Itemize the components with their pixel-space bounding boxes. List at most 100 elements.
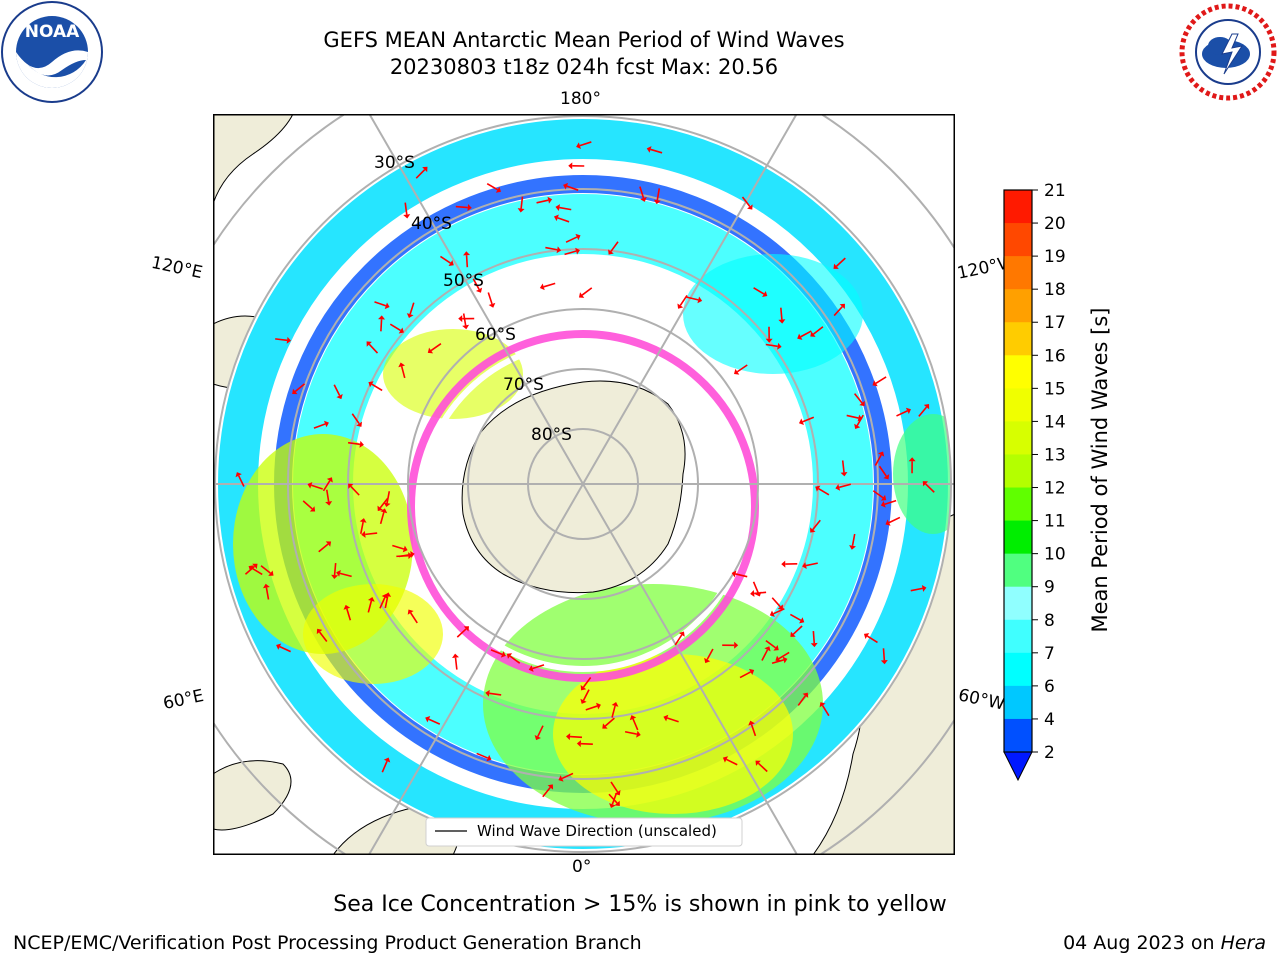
wave-vector bbox=[580, 677, 592, 691]
wave-vector bbox=[578, 287, 593, 298]
colorbar-tick-label: 2 bbox=[1044, 743, 1055, 763]
colorbar-tick-label: 6 bbox=[1044, 677, 1055, 697]
colorbar-tick-label: 11 bbox=[1044, 512, 1066, 532]
wave-vector bbox=[275, 336, 292, 344]
colorbar-tick-label: 21 bbox=[1044, 181, 1066, 201]
wave-vector bbox=[833, 303, 845, 317]
colorbar-tick-label: 13 bbox=[1044, 445, 1066, 465]
wave-vector bbox=[359, 518, 367, 534]
wave-vector bbox=[781, 560, 798, 568]
wave-vector bbox=[486, 183, 502, 193]
wave-vector bbox=[704, 648, 714, 664]
wave-vector bbox=[456, 626, 470, 638]
wave-vector bbox=[485, 689, 502, 697]
wave-vector bbox=[463, 251, 471, 268]
colorbar-swatch bbox=[1004, 619, 1032, 654]
colorbar-tick-label: 20 bbox=[1044, 214, 1066, 234]
wave-vector bbox=[815, 485, 830, 496]
lon-label-180: 180° bbox=[560, 89, 601, 109]
colorbar-ticks: 21 20 19 18 17 16 15 14 13 12 11 10 9 8 7 6 4 2 bbox=[1032, 181, 1066, 763]
wave-vector bbox=[378, 315, 386, 332]
colorbar-under-arrow bbox=[1003, 751, 1033, 782]
wave-vector bbox=[910, 584, 927, 592]
wave-vector bbox=[765, 639, 779, 651]
wave-vector bbox=[602, 717, 615, 729]
colorbar-tick-label: 7 bbox=[1044, 644, 1055, 664]
wave-vector bbox=[398, 551, 415, 558]
wave-vector bbox=[896, 407, 911, 417]
wave-vector bbox=[235, 472, 245, 487]
colorbar-swatch bbox=[1004, 685, 1032, 720]
wave-vector bbox=[415, 166, 428, 179]
wave-vector bbox=[553, 214, 570, 223]
wave-vector bbox=[835, 483, 852, 491]
lat-label-40S: 40°S bbox=[411, 214, 452, 234]
wave-vector bbox=[316, 628, 328, 643]
lon-label-120e: 120°E bbox=[149, 252, 205, 284]
wave-vector bbox=[802, 562, 818, 570]
polar-map: Wind Wave Direction (unscaled) 30°S 40°S… bbox=[213, 114, 955, 855]
wave-vector bbox=[476, 752, 492, 762]
nws-logo bbox=[1176, 0, 1280, 104]
wave-vector bbox=[874, 451, 885, 466]
wave-vector bbox=[653, 188, 661, 205]
colorbar-swatch bbox=[1004, 223, 1032, 257]
wave-vector bbox=[833, 257, 846, 269]
wave-vector bbox=[403, 202, 411, 219]
wave-vector bbox=[639, 186, 647, 202]
lat-label-30S: 30°S bbox=[374, 153, 415, 173]
wave-vector bbox=[333, 384, 343, 400]
lon-label-0: 0° bbox=[572, 857, 592, 877]
wave-vector bbox=[536, 196, 553, 204]
wave-vector bbox=[739, 668, 755, 679]
colorbar-tick-label: 18 bbox=[1044, 280, 1066, 300]
colorbar-tick-label: 10 bbox=[1044, 545, 1066, 565]
wave-vector bbox=[677, 295, 688, 309]
wave-vector bbox=[528, 664, 545, 672]
wave-vector bbox=[383, 491, 391, 508]
chart-subtitle: 20230803 t18z 024h fcst Max: 20.56 bbox=[389, 55, 779, 79]
wave-vector bbox=[392, 544, 408, 553]
wave-vector bbox=[608, 793, 620, 807]
wave-vector bbox=[741, 196, 753, 210]
colorbar-swatch bbox=[1004, 718, 1032, 753]
wave-vector bbox=[775, 651, 790, 662]
wave-vector bbox=[908, 457, 916, 474]
noaa-logo: NOAA bbox=[0, 0, 104, 104]
wave-vector bbox=[276, 643, 291, 653]
wave-vector bbox=[566, 733, 583, 741]
wave-vector bbox=[406, 302, 415, 318]
wave-vector bbox=[765, 326, 773, 343]
colorbar-tick-label: 4 bbox=[1044, 710, 1055, 730]
wave-vector bbox=[325, 489, 333, 506]
wave-vector bbox=[377, 497, 389, 511]
wave-vector bbox=[761, 646, 771, 661]
latitude-labels: 30°S 40°S 50°S 60°S 70°S 80°S bbox=[374, 153, 572, 445]
wave-vector bbox=[810, 631, 818, 648]
wave-vector bbox=[558, 772, 574, 782]
colorbar-label: Mean Period of Wind Waves [s] bbox=[1088, 308, 1112, 633]
wave-vector bbox=[778, 307, 786, 324]
wave-vector bbox=[506, 653, 521, 664]
colorbar-tick-label: 12 bbox=[1044, 479, 1066, 499]
colorbar-swatch bbox=[1004, 289, 1032, 323]
wave-vector bbox=[686, 296, 703, 304]
wave-vector bbox=[260, 565, 274, 576]
footer-credit: NCEP/EMC/Verification Post Processing Pr… bbox=[13, 932, 642, 954]
wave-vector bbox=[462, 313, 470, 330]
wave-vector bbox=[674, 631, 685, 646]
wave-vector bbox=[849, 533, 856, 550]
wave-vector bbox=[563, 182, 579, 191]
footer-host: Hera bbox=[1220, 932, 1266, 954]
wave-vector bbox=[379, 593, 389, 609]
wave-vector bbox=[452, 653, 460, 670]
vector-legend-label: Wind Wave Direction (unscaled) bbox=[477, 822, 717, 840]
vector-legend: Wind Wave Direction (unscaled) bbox=[425, 817, 743, 847]
wave-direction-vectors bbox=[235, 141, 935, 809]
wave-vector bbox=[347, 440, 364, 448]
wave-vector bbox=[576, 740, 593, 748]
wave-vector bbox=[731, 570, 748, 578]
colorbar-swatch bbox=[1004, 520, 1032, 555]
wave-vector bbox=[918, 404, 930, 417]
wave-vector bbox=[769, 608, 785, 617]
